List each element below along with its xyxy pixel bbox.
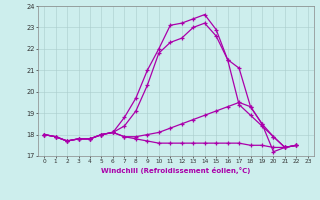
X-axis label: Windchill (Refroidissement éolien,°C): Windchill (Refroidissement éolien,°C)	[101, 167, 251, 174]
